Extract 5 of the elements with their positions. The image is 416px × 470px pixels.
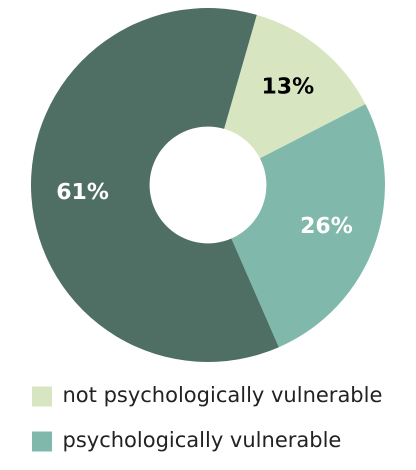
data-label: 13% [261,74,314,100]
data-label: 26% [300,214,353,239]
legend-label: not psychologically vulnerable [62,382,382,407]
data-label: 61% [56,180,109,206]
legend-label: psychologically vulnerable [62,428,342,452]
